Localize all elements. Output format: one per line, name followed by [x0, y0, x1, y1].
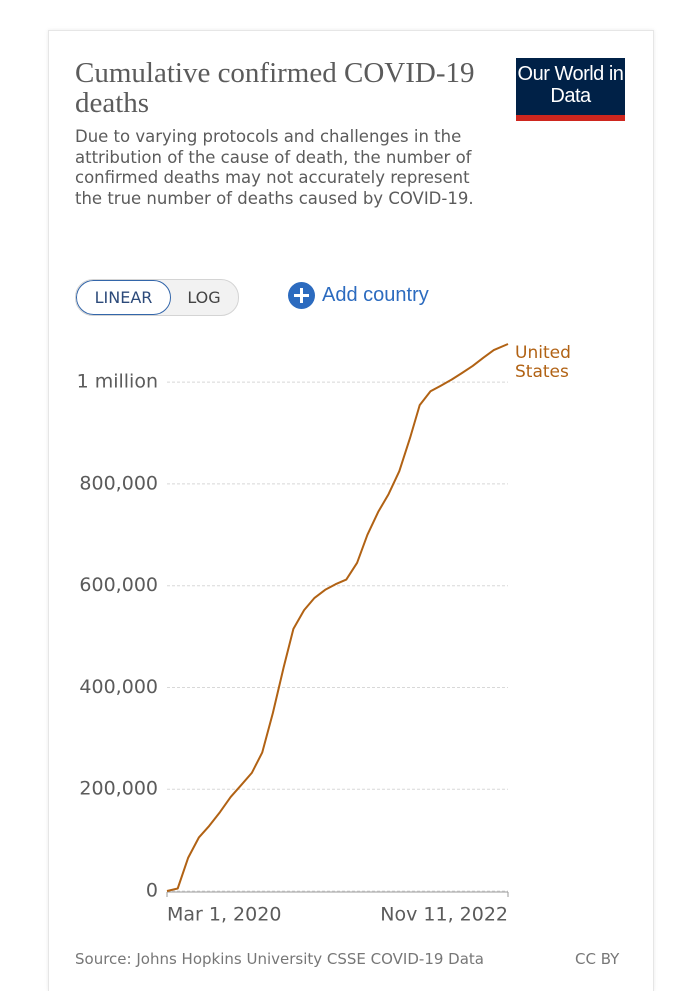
y-tick-label: 1 million [77, 371, 158, 393]
series-line [166, 343, 509, 892]
plus-icon [288, 282, 315, 309]
y-tick-label: 600,000 [79, 574, 158, 596]
x-tick-label: Mar 1, 2020 [167, 904, 281, 926]
x-tick-label: Nov 11, 2022 [380, 904, 508, 926]
y-tick-label: 200,000 [79, 778, 158, 800]
chart-card [48, 30, 654, 991]
y-tick-label: 800,000 [79, 472, 158, 494]
y-tick-label: 400,000 [79, 676, 158, 698]
chart: 0 200,000 400,000 600,000 800,000 1 million Ma… [77, 343, 509, 926]
log-button[interactable]: LOG [187, 288, 221, 307]
license: CC BY [575, 950, 620, 968]
series-label: United States [515, 343, 571, 382]
scale-toggle: LINEAR LOG [75, 279, 239, 316]
logo[interactable]: Our World in Data [516, 58, 625, 121]
chart-subtitle: Due to varying protocols and challenges … [75, 127, 474, 208]
y-tick-label: 0 [146, 880, 158, 902]
add-country-button[interactable]: Add country [288, 281, 429, 309]
linear-button[interactable]: LINEAR [76, 280, 171, 315]
add-country-label: Add country [322, 284, 429, 306]
page: Cumulative confirmed COVID-19 deaths Due… [48, 30, 654, 991]
source-note: Source: Johns Hopkins University CSSE CO… [75, 950, 484, 968]
chart-title: Cumulative confirmed COVID-19 deaths [75, 57, 475, 119]
